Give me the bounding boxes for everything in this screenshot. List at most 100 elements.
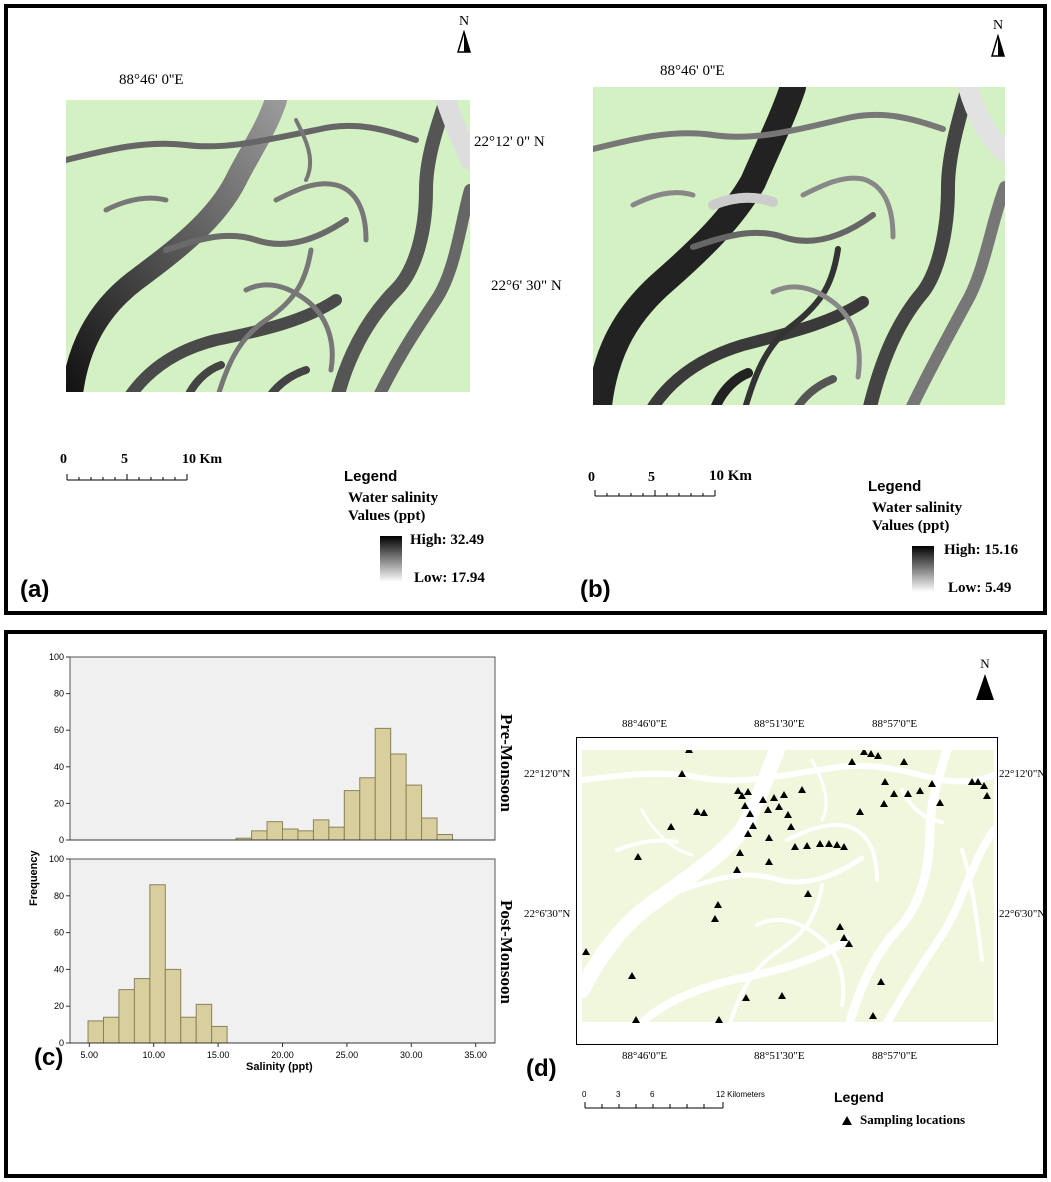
sampling-point-icon [759,796,767,803]
histogram-y-axis-title: Frequency [28,850,40,906]
sampling-point-icon [936,799,944,806]
sampling-point-icon [816,840,824,847]
panel-b-north-arrow: N [983,18,1013,58]
y-tick-label: 20 [54,798,64,808]
sampling-point-icon [700,809,708,816]
sampling-points-layer [582,750,991,1023]
sampling-point-icon [734,787,742,794]
histogram-bar [343,790,361,841]
scale-bar-ticks [594,490,716,497]
sampling-point-icon [881,778,889,785]
panel-a-salinity-map [66,100,470,402]
histogram-bar [118,989,135,1044]
sampling-point-icon [765,834,773,841]
panel-b-longitude-label: 88°46' 0''E [660,63,725,79]
histogram-bar [211,1025,228,1044]
sampling-point-icon [842,1116,852,1125]
panel-b-legend: Legend Water salinity Values (ppt) High:… [868,478,1043,603]
panel-d-sampling-map [582,750,994,1032]
scale-tick-label: 12 Kilometers [716,1090,765,1099]
histogram-bar [421,817,438,841]
histogram-bar [374,727,392,841]
sampling-point-icon [874,752,882,759]
panel-d-latitude-left-2: 22°6'30"N [524,908,571,920]
histogram-bar [297,830,314,841]
sampling-point-icon [845,940,853,947]
sampling-point-icon [880,800,888,807]
scale-tick-label: 5 [121,452,128,467]
panel-d-scale-bar: 0 3 6 12 Kilometers [582,1090,782,1116]
panel-d-north-letter: N [980,656,990,671]
north-arrow-icon [990,34,1006,57]
histogram-bar [149,884,166,1044]
histogram-bar [102,1016,120,1044]
legend-low-value: Low: 17.94 [414,570,485,586]
panel-d-longitude-bottom-1: 88°46'0"E [622,1050,668,1062]
sampling-point-icon [714,901,722,908]
sampling-point-icon [856,808,864,815]
sampling-point-icon [764,806,772,813]
sampling-point-icon [890,790,898,797]
panel-d-latitude-left-1: 22°12'0"N [524,768,571,780]
salinity-histogram: 0 20 40 60 80 100 0 20 40 60 80 100 5.00 10.00 15.00 20… [49,652,496,1060]
panel-d-latitude-right-2: 22°6'30"N [999,908,1046,920]
scale-tick-label: 0 [60,452,67,467]
sampling-point-icon [736,849,744,856]
x-tick-label: 15.00 [207,1050,230,1060]
histogram-bar [164,968,182,1044]
panel-a-label: (a) [20,576,50,603]
legend-line-1: Water salinity [872,500,963,516]
sampling-point-icon [780,791,788,798]
y-tick-label: 40 [54,762,64,772]
sampling-point-icon [916,787,924,794]
histogram-bar [87,1020,104,1044]
histogram-bar [328,826,345,841]
histogram-bar [390,753,407,841]
sampling-point-icon [711,915,719,922]
sampling-point-icon [968,778,976,785]
histogram-x-axis-title: Salinity (ppt) [246,1061,313,1073]
histogram-bar [282,828,299,841]
panel-d-longitude-top-3: 88°57'0"E [872,718,918,730]
sampling-point-icon [974,778,982,785]
histogram-bar [251,830,268,841]
sampling-point-icon [904,790,912,797]
panel-d-longitude-top-2: 88°51'30"E [754,718,805,730]
panel-c-label: (c) [34,1044,64,1071]
panel-b-scale-bar: 0 5 10 Km [588,468,778,504]
sampling-point-icon [804,890,812,897]
scale-tick-label: 5 [648,470,655,485]
histogram-series-title-post: Post-Monsoon [497,900,516,1004]
sampling-point-icon [582,948,590,955]
sampling-point-icon [733,866,741,873]
panel-a-scale-bar: 0 5 10 Km [60,452,222,488]
panel-b-north-letter: N [992,18,1004,33]
sampling-point-icon [791,843,799,850]
histogram-bar [266,821,284,841]
scale-tick-label: 10 Km [182,452,223,467]
panel-a-legend: Legend Water salinity Values (ppt) High:… [344,468,524,593]
sampling-point-icon [840,934,848,941]
sampling-point-icon [744,788,752,795]
legend-title: Legend [868,478,922,495]
panel-a-latitude-label-1: 22°12' 0" N [474,134,545,150]
y-tick-label: 80 [54,689,64,699]
sampling-point-icon [980,782,988,789]
y-tick-label: 60 [54,928,64,938]
panel-a-longitude-label: 88°46' 0''E [119,72,184,88]
panel-d-latitude-right-1: 22°12'0"N [999,768,1046,780]
legend-line-2: Values (ppt) [348,508,426,524]
sampling-point-icon [798,786,806,793]
scale-bar-ticks [584,1102,724,1109]
sampling-point-icon [746,810,754,817]
histogram-series-title-pre: Pre-Monsoon [497,714,516,812]
legend-low-value: Low: 5.49 [948,580,1012,596]
legend-line-2: Values (ppt) [872,518,950,534]
north-arrow-icon [456,30,472,53]
scale-tick-label: 6 [650,1090,655,1099]
panel-a-north-arrow: N [449,14,479,54]
salinity-gradient-swatch [380,536,402,582]
sampling-point-icon [840,843,848,850]
x-tick-label: 20.00 [271,1050,294,1060]
sampling-point-icon [867,750,875,757]
